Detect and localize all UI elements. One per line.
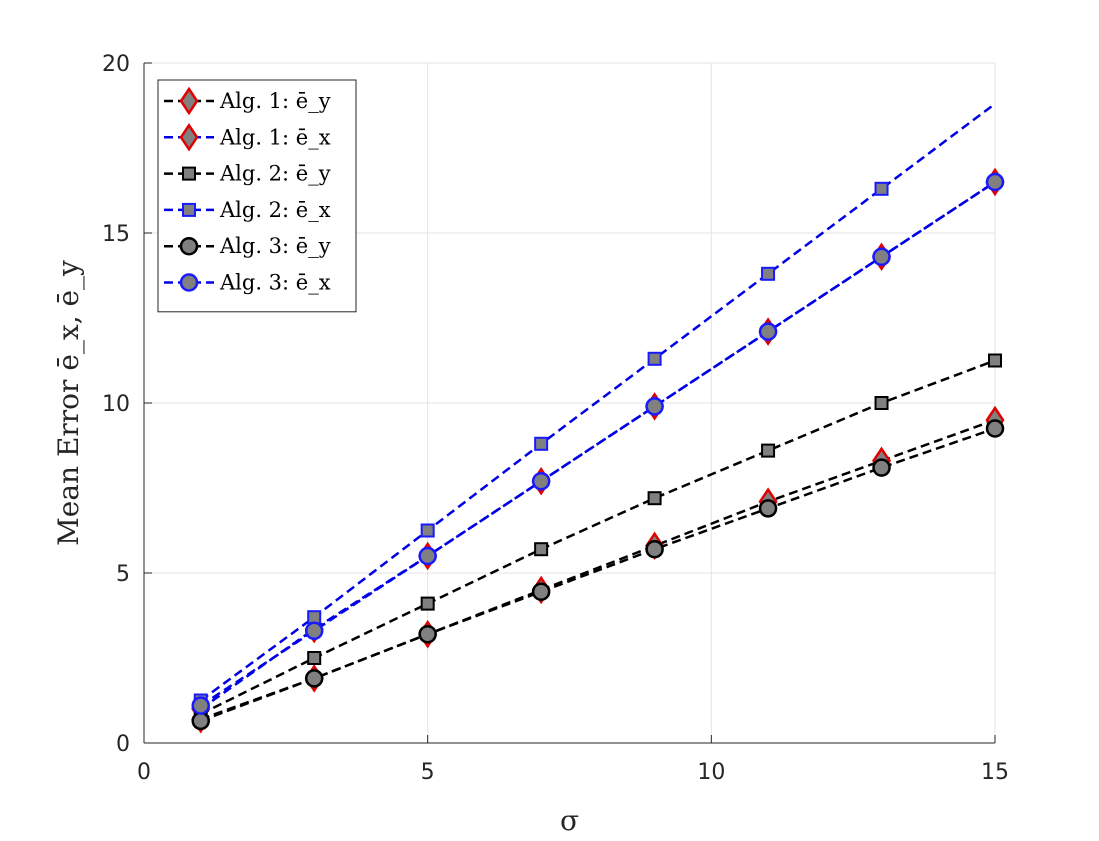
legend: Alg. 1: ē_y Alg. 1: ē_x Alg. 2: ē_y Alg. 2:…	[157, 79, 357, 313]
data-point	[645, 397, 664, 416]
data-point	[191, 696, 210, 715]
legend-item: Alg. 2: ē_y	[164, 162, 331, 186]
data-point	[531, 582, 551, 601]
y-tick-label: 5	[116, 562, 130, 587]
series-layer	[191, 102, 1005, 734]
legend-item: Alg. 3: ē_x	[164, 271, 331, 295]
y-axis-label: Mean Error ē_x, ē_y	[52, 260, 85, 546]
series-line	[200, 180, 996, 707]
y-tick-label: 0	[116, 732, 130, 757]
x-tick-label: 10	[697, 760, 725, 785]
data-point	[872, 247, 891, 267]
x-tick-label: 5	[421, 760, 435, 785]
series-4	[193, 102, 996, 708]
legend-label: Alg. 2: ē_y	[219, 162, 331, 186]
data-point	[420, 596, 435, 611]
legend-marker	[179, 123, 199, 152]
series-line	[199, 102, 996, 702]
legend-marker	[179, 86, 199, 116]
data-point	[304, 669, 324, 688]
data-point	[647, 351, 662, 366]
data-point	[988, 353, 1002, 368]
data-point	[874, 181, 889, 196]
y-tick-label: 15	[102, 222, 130, 247]
y-tick-label: 10	[102, 392, 130, 417]
legend-marker	[182, 166, 196, 181]
legend-item: Alg. 1: ē_x	[164, 123, 331, 152]
data-point	[307, 610, 322, 625]
data-point	[758, 499, 778, 518]
legend-marker	[179, 273, 199, 292]
series-6	[191, 172, 1005, 715]
legend-label: Alg. 1: ē_x	[219, 125, 331, 149]
series-3	[193, 353, 1002, 722]
data-point	[874, 396, 889, 410]
x-tick-label: 15	[981, 760, 1009, 785]
legend-item: Alg. 2: ē_x	[164, 198, 331, 222]
tick-labels: 0 5 10 15 0 5 10 15 20	[102, 52, 1009, 785]
data-point	[645, 539, 664, 559]
data-point	[985, 419, 1005, 438]
data-point	[304, 621, 324, 641]
data-point	[758, 322, 778, 341]
data-point	[534, 542, 549, 557]
legend-label: Alg. 2: ē_x	[219, 198, 331, 222]
axes	[143, 62, 996, 744]
series-line	[200, 359, 996, 716]
data-point	[647, 491, 662, 506]
legend-marker	[182, 202, 196, 217]
series-5	[191, 419, 1005, 731]
data-point	[761, 443, 776, 458]
y-tick-label: 20	[102, 52, 130, 77]
legend-label: Alg. 1: ē_y	[219, 89, 331, 113]
data-point	[872, 458, 891, 477]
data-point	[761, 266, 776, 281]
data-point	[534, 436, 549, 451]
x-tick-label: 0	[137, 760, 151, 785]
legend-item: Alg. 3: ē_y	[164, 234, 331, 258]
data-point	[418, 546, 437, 566]
legend-marker	[179, 236, 199, 256]
series-line	[200, 427, 996, 723]
data-point	[531, 471, 551, 491]
data-point	[418, 624, 437, 644]
x-axis-label: σ	[560, 804, 579, 837]
legend-label: Alg. 3: ē_y	[219, 234, 331, 258]
data-point	[191, 711, 210, 731]
data-point	[985, 172, 1005, 192]
legend-label: Alg. 3: ē_x	[219, 271, 331, 295]
data-point	[420, 523, 435, 538]
legend-box	[157, 79, 357, 313]
legend-item: Alg. 1: ē_y	[164, 86, 331, 116]
data-point	[307, 651, 322, 665]
